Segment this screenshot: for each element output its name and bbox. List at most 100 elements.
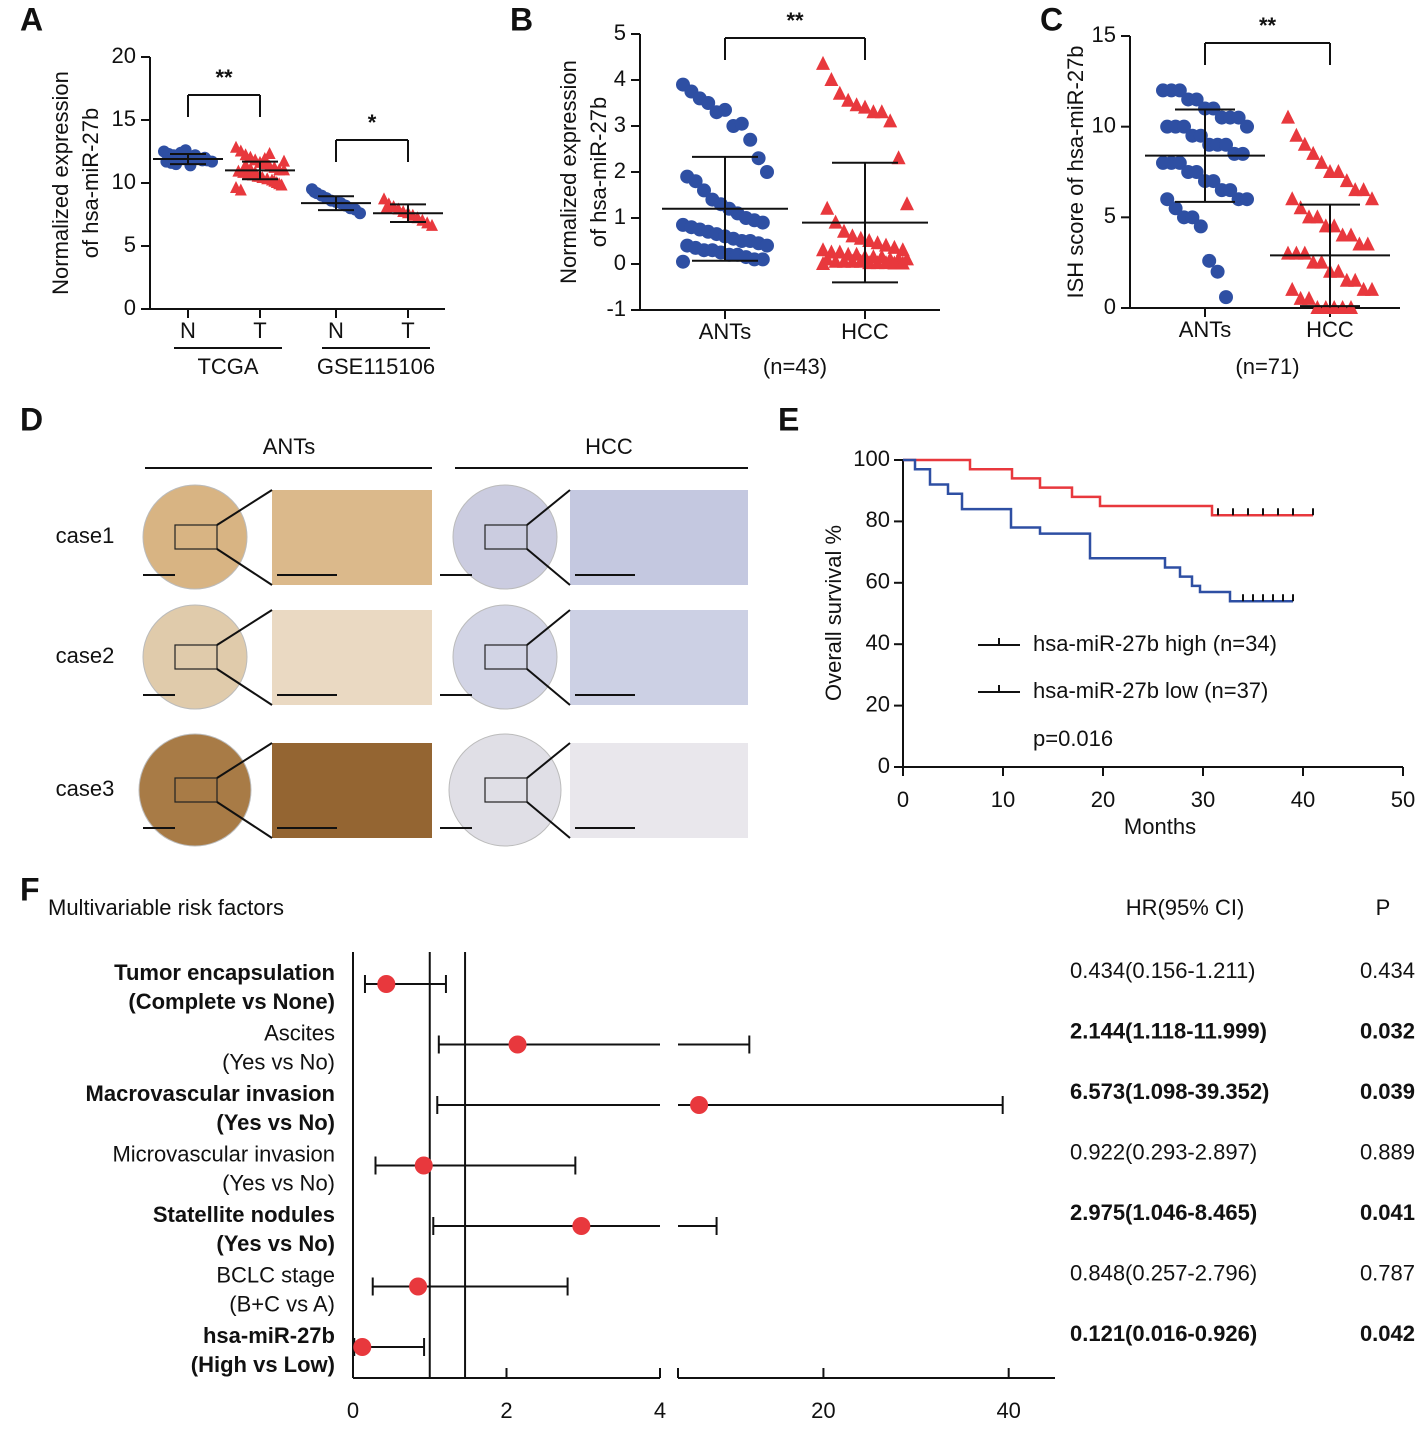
p-value: 0.039 xyxy=(1360,1079,1415,1104)
data-point xyxy=(1356,182,1371,197)
survival-curve xyxy=(903,458,1313,517)
case-label: case3 xyxy=(56,776,115,801)
data-point xyxy=(718,102,732,117)
y-tick-label: 0 xyxy=(1104,294,1116,319)
data-point xyxy=(354,207,366,220)
panel-label: C xyxy=(1040,1,1063,37)
data-point xyxy=(1306,145,1321,160)
p-value: 0.889 xyxy=(1360,1139,1415,1164)
legend-label: hsa-miR-27b high (n=34) xyxy=(1033,631,1277,656)
zoom-connector xyxy=(216,489,273,526)
group-label: TCGA xyxy=(197,354,258,379)
data-point xyxy=(1240,119,1254,134)
data-point xyxy=(832,244,847,259)
data-point xyxy=(743,132,758,147)
row-label: (Yes vs No) xyxy=(216,1231,335,1256)
data-point xyxy=(895,242,910,257)
x-tick-label: N xyxy=(328,318,344,343)
hr-ci: 0.848(0.257-2.796) xyxy=(1070,1260,1257,1285)
panel-label: F xyxy=(20,871,40,907)
y-tick-label: 15 xyxy=(1092,22,1116,47)
row-label: (Yes vs No) xyxy=(216,1110,335,1135)
zoom-connector xyxy=(216,548,273,586)
data-point xyxy=(849,97,864,112)
survival-curve xyxy=(903,458,1293,603)
data-point xyxy=(845,228,860,243)
zoom-image xyxy=(272,743,432,838)
data-point xyxy=(816,242,830,257)
y-tick-label: 5 xyxy=(614,20,626,45)
x-tick-label: 20 xyxy=(1091,787,1115,812)
data-point xyxy=(1185,210,1200,225)
data-point xyxy=(1360,236,1375,251)
data-point xyxy=(1168,201,1183,216)
x-tick-label: 40 xyxy=(996,1398,1020,1423)
data-point xyxy=(1314,154,1329,169)
y-tick-label: -1 xyxy=(606,296,626,321)
x-tick-label: 30 xyxy=(1191,787,1215,812)
row-label: hsa-miR-27b xyxy=(203,1323,335,1348)
data-point xyxy=(1206,174,1221,189)
data-point xyxy=(1172,155,1187,170)
significance-label: * xyxy=(368,110,377,135)
y-tick-label: 20 xyxy=(112,43,136,68)
forest-title: Multivariable risk factors xyxy=(48,895,284,920)
data-point xyxy=(841,92,856,107)
y-tick-label: 10 xyxy=(1092,112,1116,137)
zoom-connector xyxy=(526,801,571,839)
y-axis-label: Overall survival % xyxy=(821,525,846,701)
y-axis-label: of hsa-miR-27b xyxy=(78,108,103,258)
significance-label: ** xyxy=(786,8,804,33)
row-label: Statellite nodules xyxy=(153,1202,335,1227)
zoom-connector xyxy=(216,801,273,839)
data-point xyxy=(895,255,910,270)
hazard-ratio xyxy=(409,1277,428,1296)
data-point xyxy=(278,154,290,167)
x-tick-label: 4 xyxy=(654,1398,666,1423)
data-point xyxy=(1219,290,1233,305)
data-point xyxy=(858,99,872,114)
tissue-core xyxy=(138,733,252,847)
column-header: HR(95% CI) xyxy=(1126,895,1245,920)
y-tick-label: 5 xyxy=(124,232,136,257)
zoom-image xyxy=(570,490,748,585)
data-point xyxy=(1193,219,1208,234)
zoom-connector xyxy=(526,742,571,779)
data-point xyxy=(234,183,247,196)
data-point xyxy=(1160,192,1175,207)
data-point xyxy=(1339,173,1354,188)
data-point xyxy=(755,215,770,230)
data-point xyxy=(760,238,774,253)
y-tick-label: 0 xyxy=(124,295,136,320)
data-point xyxy=(697,183,711,198)
data-point xyxy=(1348,272,1363,287)
panel-label: D xyxy=(20,401,43,437)
data-point xyxy=(870,235,885,250)
data-point xyxy=(1365,281,1379,296)
row-label: (Yes vs No) xyxy=(222,1049,335,1074)
row-label: (Complete vs None) xyxy=(128,989,335,1014)
sample-size: (n=43) xyxy=(763,354,827,379)
group-header: HCC xyxy=(585,434,633,459)
data-point xyxy=(701,96,716,110)
data-point xyxy=(1210,264,1225,279)
data-point xyxy=(887,239,902,254)
data-point xyxy=(1189,92,1204,107)
p-value: 0.041 xyxy=(1360,1200,1415,1225)
x-tick-label: ANTs xyxy=(699,319,752,344)
data-point xyxy=(1223,183,1238,198)
data-point xyxy=(380,201,393,214)
panel-label: A xyxy=(20,1,43,37)
y-tick-label: 1 xyxy=(614,204,626,229)
data-point xyxy=(832,85,847,100)
data-point xyxy=(676,254,690,269)
data-point xyxy=(1202,253,1217,268)
data-point xyxy=(1331,263,1346,278)
x-tick-label: 40 xyxy=(1291,787,1315,812)
data-point xyxy=(426,218,438,231)
x-tick-label: N xyxy=(180,318,196,343)
data-point xyxy=(900,196,914,211)
x-tick-label: 20 xyxy=(811,1398,835,1423)
y-axis-label: ISH score of hsa-miR-27b xyxy=(1063,45,1088,298)
zoom-image xyxy=(570,743,748,838)
